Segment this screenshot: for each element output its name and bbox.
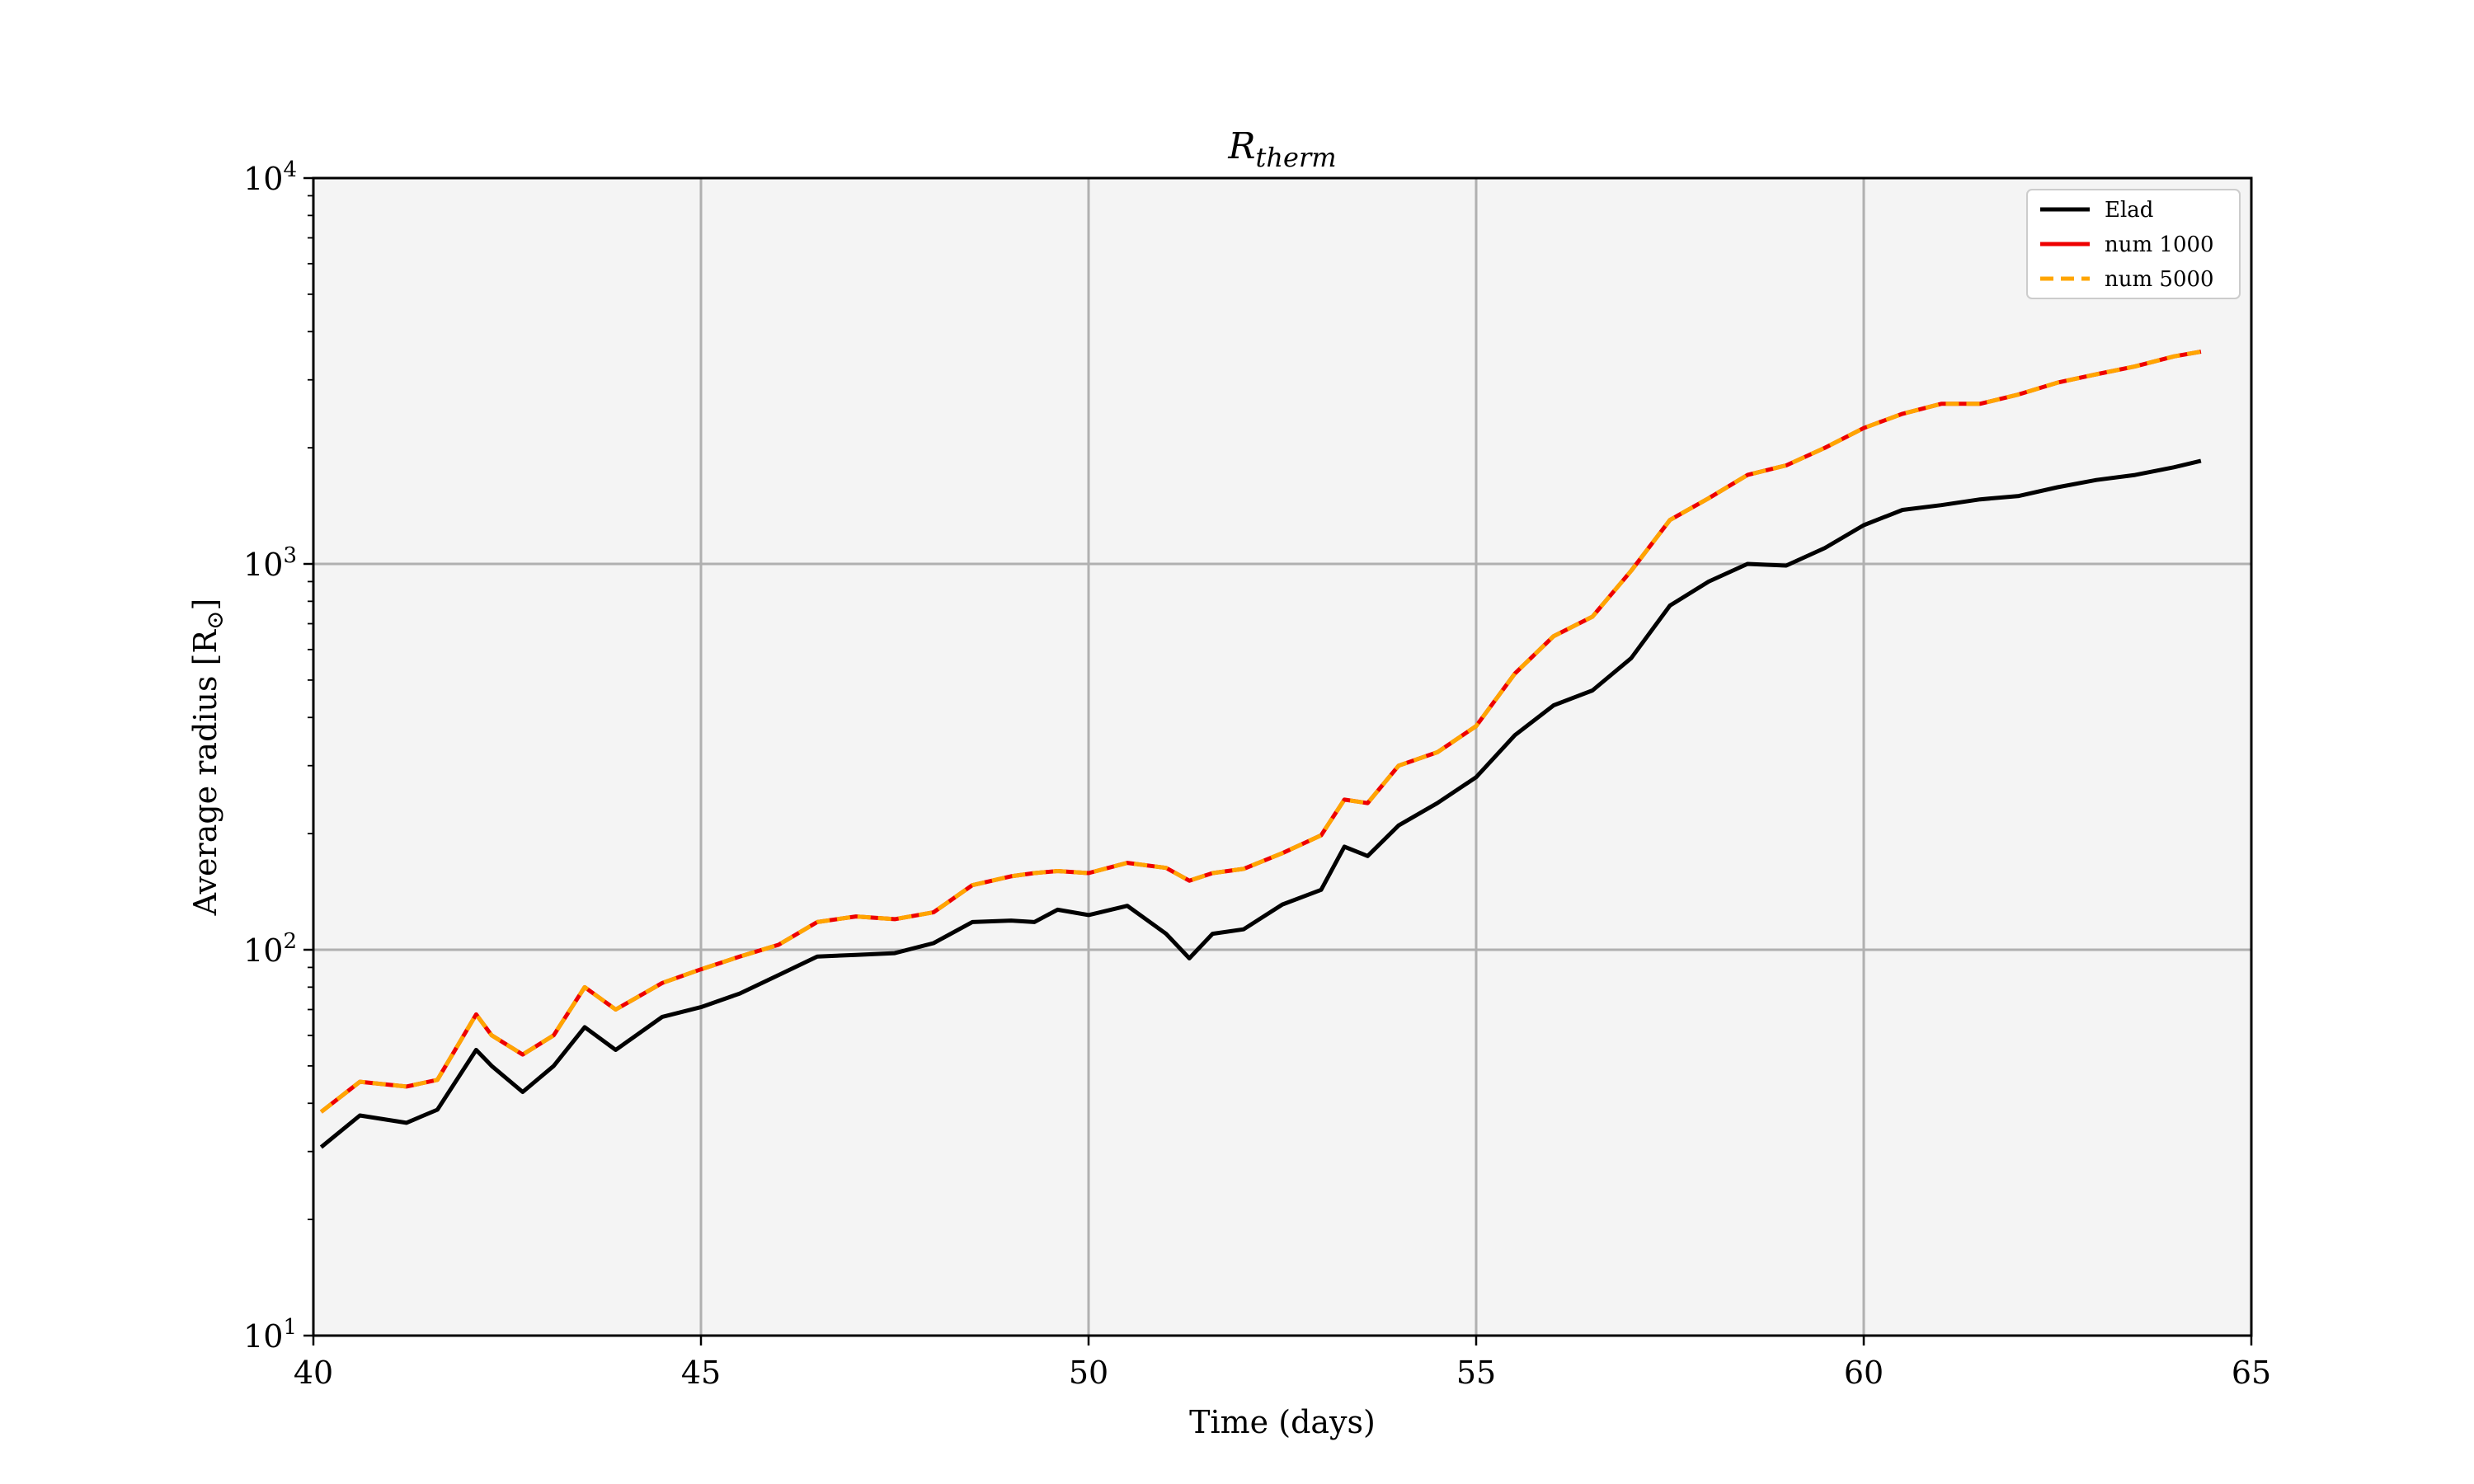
- plot-background: [313, 178, 2251, 1336]
- plot-frame: [312, 176, 2253, 1337]
- y-tick-label: 101: [243, 1315, 297, 1355]
- y-tick-labels: 101 102 103 104: [243, 157, 297, 1355]
- y-tick-label: 103: [243, 543, 297, 583]
- y-axis-label-end: ]: [187, 599, 223, 611]
- legend-label: num 5000: [2105, 267, 2214, 292]
- legend-label: num 1000: [2105, 232, 2214, 257]
- axis-ticks: [303, 176, 2253, 1345]
- x-tick-label: 65: [2232, 1355, 2271, 1391]
- x-axis-label: Time (days): [1189, 1404, 1376, 1440]
- y-tick-label: 104: [243, 157, 297, 197]
- chart-title-sub: therm: [1256, 142, 1337, 173]
- x-tick-label: 55: [1456, 1355, 1496, 1391]
- chart-title: Rtherm: [1227, 125, 1336, 173]
- legend-label: Elad: [2105, 198, 2153, 223]
- legend-box: [2026, 189, 2241, 299]
- grid: [313, 178, 2251, 1336]
- x-tick-label: 40: [294, 1355, 333, 1391]
- legend: Elad num 1000 num 5000: [2026, 189, 2241, 299]
- x-tick-label: 60: [1844, 1355, 1884, 1391]
- y-axis-label-base: Average radius [R: [187, 629, 223, 917]
- chart-title-base: R: [1227, 125, 1255, 167]
- y-axis-label: Average radius [R⊙]: [187, 599, 228, 917]
- x-tick-labels: 40 45 50 55 60 65: [294, 1355, 2271, 1391]
- y-tick-label: 102: [243, 929, 297, 969]
- series-line-num-5000: [319, 350, 2202, 1114]
- x-tick-label: 50: [1069, 1355, 1108, 1391]
- y-axis-label-sub: ⊙: [201, 610, 228, 629]
- series-line-elad: [319, 458, 2202, 1149]
- x-tick-label: 45: [681, 1355, 721, 1391]
- series-layer: [319, 350, 2202, 1149]
